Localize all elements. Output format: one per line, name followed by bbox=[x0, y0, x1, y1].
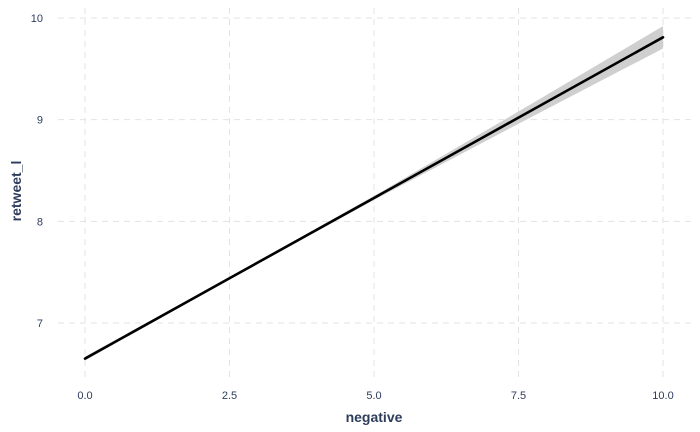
x-tick-label: 2.5 bbox=[222, 390, 237, 402]
y-axis-title: retweet_l bbox=[8, 161, 24, 222]
x-tick-label: 5.0 bbox=[366, 390, 381, 402]
x-axis-title: negative bbox=[346, 409, 403, 425]
y-tick-label: 9 bbox=[37, 115, 43, 127]
y-tick-label: 8 bbox=[37, 216, 43, 228]
x-tick-label: 7.5 bbox=[511, 390, 526, 402]
x-tick-label: 10.0 bbox=[652, 390, 673, 402]
gridlines bbox=[58, 8, 694, 377]
tick-labels: 0.0 2.5 5.0 7.5 10.0 7 8 9 10 bbox=[31, 13, 674, 402]
y-tick-label: 7 bbox=[37, 318, 43, 330]
y-tick-label: 10 bbox=[31, 13, 43, 25]
fit-line-layer bbox=[83, 36, 665, 360]
x-tick-label: 0.0 bbox=[77, 390, 92, 402]
fit-line bbox=[83, 36, 665, 360]
